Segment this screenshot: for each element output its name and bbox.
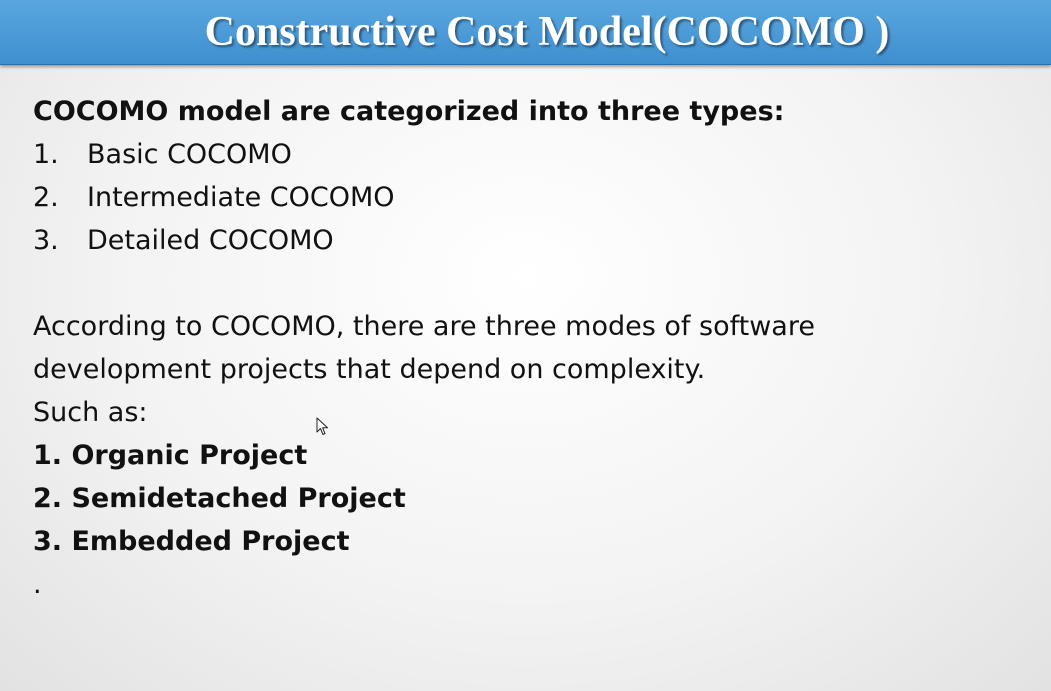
mouse-pointer-icon <box>316 417 328 435</box>
type-item-basic: 1. Basic COCOMO <box>33 133 1033 176</box>
type-item-number: 2. <box>33 182 59 213</box>
type-item-label: Intermediate COCOMO <box>87 182 395 213</box>
mode-item-embedded: 3. Embedded Project <box>33 526 350 557</box>
such-as-text: Such as: <box>33 397 148 428</box>
type-item-label: Detailed COCOMO <box>87 225 334 256</box>
mode-item-semidetached: 2. Semidetached Project <box>33 483 406 514</box>
type-item-detailed: 3. Detailed COCOMO <box>33 219 1033 262</box>
trailing-dot: . <box>33 569 42 600</box>
blank-line <box>33 262 1033 305</box>
type-item-number: 3. <box>33 225 59 256</box>
type-item-intermediate: 2. Intermediate COCOMO <box>33 176 1033 219</box>
slide-content: COCOMO model are categorized into three … <box>33 90 1033 606</box>
slide-title: Constructive Cost Model(COCOMO ) <box>204 9 890 55</box>
modes-paragraph-line-1: According to COCOMO, there are three mod… <box>33 311 815 342</box>
type-item-label: Basic COCOMO <box>87 139 292 170</box>
title-bar: Constructive Cost Model(COCOMO ) <box>0 0 1051 65</box>
modes-paragraph-line-2: development projects that depend on comp… <box>33 354 706 385</box>
type-item-number: 1. <box>33 139 59 170</box>
mode-item-organic: 1. Organic Project <box>33 440 308 471</box>
types-heading: COCOMO model are categorized into three … <box>33 96 785 127</box>
